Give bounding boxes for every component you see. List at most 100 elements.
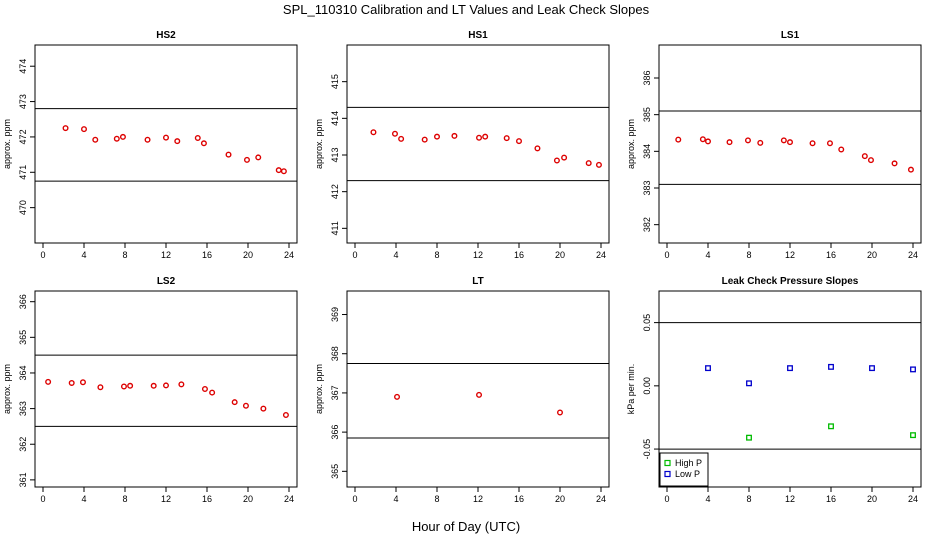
x-tick-label: 4 [393, 494, 398, 504]
data-point [503, 135, 510, 142]
y-tick-label: 385 [642, 107, 652, 122]
data-point [209, 389, 216, 396]
y-axis-label: approx. ppm [314, 364, 324, 414]
y-tick-label: 414 [330, 111, 340, 126]
panel-1: HS2 0 4 8 12 16 20 24 470 471 472 473 474 approx. ppm [2, 30, 298, 260]
data-point [200, 140, 207, 147]
data-point [726, 139, 733, 146]
panel-6: Leak Check Pressure Slopes 0 4 8 12 16 20 24 -0.… [626, 276, 922, 504]
data-point [744, 137, 751, 144]
x-tick-label: 20 [243, 494, 253, 504]
x-tick-label: 16 [826, 250, 836, 260]
data-point [398, 135, 405, 142]
data-point [780, 137, 787, 144]
y-tick-label: 473 [18, 94, 28, 109]
data-point [787, 139, 794, 146]
data-point [705, 365, 711, 372]
data-point [225, 151, 232, 158]
y-tick-label: 365 [330, 464, 340, 479]
x-tick-label: 24 [284, 250, 294, 260]
y-tick-label: 364 [18, 365, 28, 380]
x-tick-label: 0 [664, 250, 669, 260]
data-point [557, 409, 564, 416]
data-point [746, 380, 752, 387]
data-point [231, 399, 238, 406]
y-tick-label: 415 [330, 74, 340, 89]
y-tick-label: 472 [18, 129, 28, 144]
data-point [534, 145, 541, 152]
data-point [828, 363, 834, 370]
y-tick-label: 384 [642, 144, 652, 159]
x-tick-label: 24 [908, 494, 918, 504]
data-point [144, 136, 151, 143]
data-point [809, 140, 816, 147]
x-tick-label: 16 [202, 494, 212, 504]
data-point [434, 133, 441, 140]
y-axis-label: kPa per min. [626, 364, 636, 415]
x-tick-label: 24 [596, 250, 606, 260]
panel-3: LS1 0 4 8 12 16 20 24 382 383 384 385 386 approx. ppm [626, 30, 922, 260]
x-tick-label: 0 [664, 494, 669, 504]
y-tick-label: 0.05 [642, 314, 652, 332]
y-tick-label: 366 [330, 425, 340, 440]
y-tick-label: 383 [642, 180, 652, 195]
data-point [705, 138, 712, 145]
data-point [97, 384, 104, 391]
data-point [150, 382, 157, 389]
data-point [113, 135, 120, 142]
data-point [867, 157, 874, 164]
x-tick-label: 4 [705, 250, 710, 260]
data-point [45, 378, 52, 385]
data-point [891, 160, 898, 167]
data-point [127, 382, 134, 389]
data-point [828, 423, 834, 430]
y-tick-label: 471 [18, 165, 28, 180]
shared-x-axis-label: Hour of Day (UTC) [412, 519, 520, 534]
y-axis-label: approx. ppm [2, 119, 12, 169]
legend-swatch [664, 459, 671, 467]
x-tick-label: 20 [555, 250, 565, 260]
data-point [174, 138, 181, 145]
y-tick-label: 367 [330, 385, 340, 400]
legend-entry-label: High P [675, 458, 702, 468]
y-tick-label: 382 [642, 217, 652, 232]
data-point [553, 157, 560, 164]
data-point [476, 391, 483, 398]
y-tick-label: 363 [18, 401, 28, 416]
x-tick-label: 0 [352, 494, 357, 504]
x-tick-label: 12 [785, 250, 795, 260]
y-tick-label: 411 [330, 221, 340, 235]
x-tick-label: 12 [785, 494, 795, 504]
panel-title: LS1 [781, 30, 800, 41]
x-tick-label: 4 [81, 494, 86, 504]
data-point [699, 136, 706, 143]
data-point [476, 134, 483, 141]
data-point [585, 160, 592, 167]
legend-swatch [664, 470, 671, 478]
x-tick-label: 24 [284, 494, 294, 504]
data-point [907, 166, 914, 173]
data-point [421, 136, 428, 143]
figure-title: SPL_110310 Calibration and LT Values and… [283, 2, 650, 17]
x-tick-label: 8 [434, 250, 439, 260]
x-tick-label: 16 [514, 494, 524, 504]
x-tick-label: 4 [393, 250, 398, 260]
x-tick-label: 12 [473, 494, 483, 504]
data-point [516, 138, 523, 145]
y-tick-label: 361 [18, 472, 28, 487]
data-point [119, 133, 126, 140]
y-axis-label: approx. ppm [626, 119, 636, 169]
data-point [826, 140, 833, 147]
data-point [120, 383, 127, 390]
y-tick-label: 365 [18, 330, 28, 345]
data-point [757, 139, 764, 146]
data-point [162, 382, 169, 389]
data-point [370, 129, 377, 136]
y-axis-label: approx. ppm [314, 119, 324, 169]
data-point [910, 432, 916, 439]
x-tick-label: 12 [161, 494, 171, 504]
x-tick-label: 0 [40, 250, 45, 260]
data-point [910, 366, 916, 373]
x-tick-label: 0 [40, 494, 45, 504]
panel-title: LS2 [157, 276, 176, 287]
